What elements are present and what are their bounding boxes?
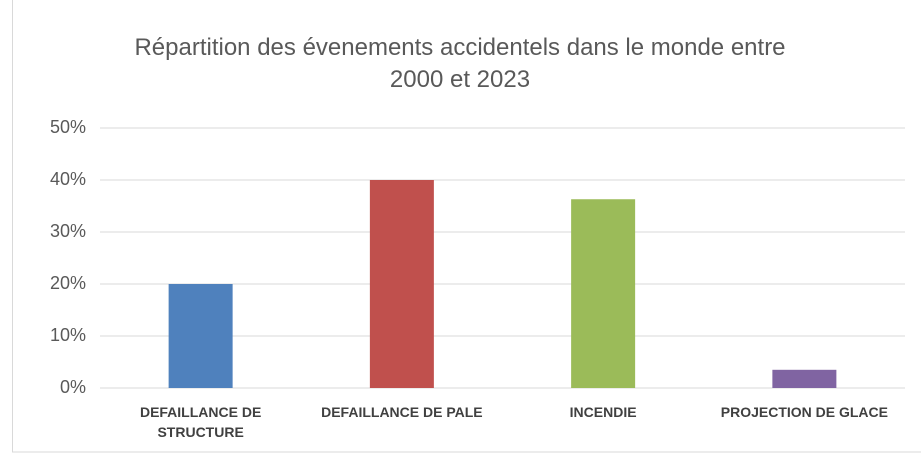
x-tick-label: PROJECTION DE GLACE [720, 404, 888, 420]
y-tick-label: 50% [50, 117, 86, 137]
y-tick-label: 10% [50, 325, 86, 345]
bar [369, 180, 434, 388]
bar [571, 199, 636, 388]
y-tick-label: 20% [50, 273, 86, 293]
x-tick-label: INCENDIE [569, 404, 637, 420]
y-tick-label: 0% [60, 377, 86, 397]
y-tick-label: 40% [50, 169, 86, 189]
chart-title: Répartition des évenements accidentels d… [134, 34, 786, 93]
y-tick-label: 30% [50, 221, 86, 241]
x-tick-label: DEFAILLANCE DE PALE [321, 404, 483, 420]
chart-border [12, 0, 921, 453]
bar [772, 369, 837, 388]
bar [168, 284, 233, 388]
x-tick-label: DEFAILLANCE DE STRUCTURE [139, 404, 262, 440]
